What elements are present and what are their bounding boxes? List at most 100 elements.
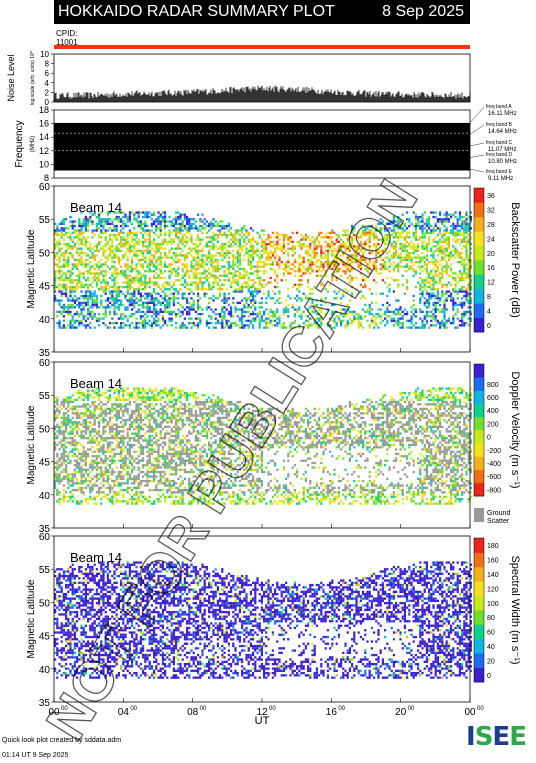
scatter-cell [144,279,147,282]
scatter-cell [93,405,96,408]
scatter-cell [461,224,464,228]
scatter-cell [111,243,114,246]
scatter-cell [463,322,466,325]
scatter-cell [100,473,103,476]
scatter-cell [406,254,409,257]
scatter-cell [469,319,472,322]
scatter-cell [170,263,173,266]
scatter-cell [216,267,219,271]
scatter-cell [93,276,96,280]
scatter-cell [95,283,98,286]
scatter-cell [267,322,270,325]
scatter-cell [454,249,457,252]
scatter-cell [87,220,90,223]
scatter-cell [137,249,140,252]
scatter-cell [331,263,334,266]
scatter-cell [417,245,420,248]
scatter-cell [386,222,389,225]
scatter-cell [62,310,65,313]
scatter-cell [153,274,156,277]
scatter-cell [54,419,57,422]
scatter-cell [230,233,233,237]
scatter-cell [406,285,409,289]
scatter-cell [65,276,68,280]
scatter-cell [379,227,382,230]
scatter-cell [159,294,162,298]
scatter-cell [329,317,332,320]
scatter-cell [238,252,241,255]
scatter-cell [56,254,59,257]
scatter-cell [120,313,123,316]
scatter-cell [258,261,261,264]
scatter-cell [461,222,464,225]
scatter-cell [285,236,288,239]
scatter-cell [84,455,87,458]
scatter-cell [73,423,76,426]
scatter-cell [62,475,65,478]
scatter-cell [78,297,81,300]
scatter-cell [197,301,200,304]
scatter-cell [175,261,178,264]
scatter-cell [430,270,433,273]
scatter-cell [91,416,94,419]
scatter-cell [342,229,345,232]
scatter-cell [340,313,343,316]
scatter-cell [62,319,65,322]
scatter-cell [456,252,459,255]
scatter-cell [236,283,239,286]
scatter-cell [421,236,424,239]
freq-band-value: 11.07 MHz [488,147,517,153]
scatter-cell [67,396,70,399]
scatter-cell [95,297,98,300]
scatter-cell [221,283,224,286]
scatter-cell [291,263,294,266]
scatter-cell [212,254,215,257]
scatter-cell [221,322,224,325]
scatter-cell [406,263,409,266]
scatter-cell [150,270,153,273]
scatter-cell [401,310,404,313]
scatter-cell [95,457,98,460]
scatter-cell [342,308,345,311]
scatter-cell [60,276,63,280]
scatter-cell [128,245,131,248]
scatter-cell [146,233,149,237]
scatter-cell [210,256,213,259]
scatter-cell [298,306,301,309]
scatter-cell [78,434,81,438]
scatter-cell [313,256,316,259]
scatter-cell [234,229,237,232]
scatter-cell [263,310,266,313]
scatter-cell [71,279,74,282]
scatter-cell [172,310,175,313]
scatter-cell [67,500,70,503]
scatter-cell [252,229,255,232]
scatter-cell [322,256,325,259]
scatter-cell [192,227,195,230]
scatter-cell [197,254,200,257]
scatter-cell [71,238,74,241]
scatter-cell [274,236,277,239]
scatter-cell [223,283,226,286]
scatter-cell [73,473,76,476]
scatter-cell [155,265,158,268]
scatter-cell [67,414,70,417]
scatter-cell [117,233,120,237]
scatter-cell [214,274,217,277]
scatter-cell [98,450,101,453]
scatter-cell [58,409,61,413]
scatter-cell [254,290,257,293]
scatter-cell [153,249,156,252]
scatter-cell [153,281,156,284]
scatter-cell [98,276,101,280]
scatter-cell [67,455,70,458]
scatter-cell [78,261,81,264]
scatter-cell [423,297,426,300]
scatter-cell [241,317,244,320]
scatter-cell [91,450,94,453]
scatter-cell [58,270,61,273]
scatter-cell [432,315,435,318]
scatter-cell [271,319,274,322]
scatter-cell [113,290,116,293]
scatter-cell [65,455,68,458]
